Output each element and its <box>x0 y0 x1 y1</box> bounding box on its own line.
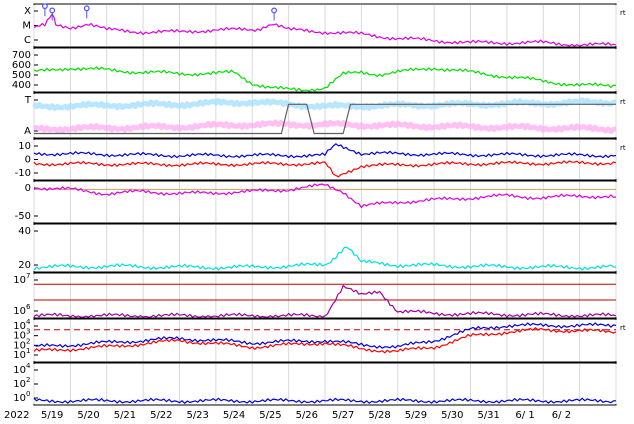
x-tick-label: 5/26 <box>296 410 318 421</box>
x-tick-label: 5/21 <box>114 410 136 421</box>
series-line <box>33 397 617 404</box>
tick-label: 10 <box>13 275 26 286</box>
x-tick-label: 5/29 <box>405 410 427 421</box>
x-tick-label: 5/22 <box>150 410 172 421</box>
tick-label: 10 <box>13 365 26 376</box>
tick-label: -50 <box>15 211 31 222</box>
tick-label: C <box>24 35 31 46</box>
panel-side-label: rt <box>620 324 626 332</box>
tick-exponent: 7 <box>26 272 30 280</box>
tick-label: 10 <box>13 331 26 342</box>
tick-label: 10 <box>13 393 26 404</box>
flare-marker <box>49 7 56 14</box>
x-tick-label: 6/ 2 <box>552 410 571 421</box>
series-line <box>33 119 617 135</box>
series-line <box>34 103 616 135</box>
series-line <box>33 66 617 92</box>
tick-label: M <box>22 21 31 32</box>
tick-label: X <box>24 6 31 17</box>
tick-label: 10 <box>13 379 26 390</box>
tick-exponent: 4 <box>26 362 31 370</box>
series-line <box>32 97 617 112</box>
x-tick-label: 5/20 <box>77 410 99 421</box>
tick-label: 20 <box>18 260 31 271</box>
series-line <box>33 13 617 47</box>
tick-label: 10 <box>13 306 26 317</box>
series-line <box>33 284 617 318</box>
x-tick-label: 5/31 <box>477 410 499 421</box>
tick-label: 600 <box>12 60 31 71</box>
tick-exponent: 2 <box>26 337 30 345</box>
tick-label: A <box>24 126 31 137</box>
tick-label: 10 <box>13 321 26 332</box>
series-line <box>33 160 617 178</box>
series-line <box>33 143 617 159</box>
series-line <box>33 322 617 349</box>
x-tick-label: 6/ 1 <box>515 410 534 421</box>
tick-label: 10 <box>13 350 26 361</box>
panel-side-label: rt <box>620 98 626 106</box>
x-tick-label: 5/27 <box>332 410 354 421</box>
tick-label: T <box>24 95 32 106</box>
x-tick-label: 5/30 <box>441 410 463 421</box>
tick-exponent: 3 <box>26 328 30 336</box>
tick-label: 400 <box>12 80 31 91</box>
tick-label: 10 <box>18 141 31 152</box>
panel-side-label: rt <box>620 144 626 152</box>
tick-label: 700 <box>12 50 31 61</box>
tick-label: 500 <box>12 70 31 81</box>
tick-exponent: 1 <box>26 347 30 355</box>
tick-label: -10 <box>15 168 31 179</box>
tick-label: 40 <box>18 226 31 237</box>
year-label: 2022 <box>4 410 29 421</box>
flare-marker <box>271 7 277 14</box>
series-line <box>33 327 617 354</box>
tick-label: 0 <box>25 183 31 194</box>
tick-exponent: 4 <box>26 318 31 326</box>
tick-label: 0 <box>25 155 31 166</box>
flare-marker <box>83 5 90 12</box>
series-line <box>33 246 617 271</box>
x-tick-label: 5/19 <box>41 410 63 421</box>
flare-marker <box>42 3 48 10</box>
tick-exponent: 6 <box>26 303 31 311</box>
x-tick-label: 5/23 <box>186 410 208 421</box>
x-tick-label: 5/24 <box>223 410 245 421</box>
x-tick-label: 5/28 <box>368 410 390 421</box>
x-tick-label: 5/25 <box>259 410 281 421</box>
tick-exponent: 0 <box>26 390 30 398</box>
tick-exponent: 2 <box>26 376 30 384</box>
panel-side-label: rt <box>620 9 626 17</box>
series-line <box>33 183 617 209</box>
tick-label: 10 <box>13 340 26 351</box>
